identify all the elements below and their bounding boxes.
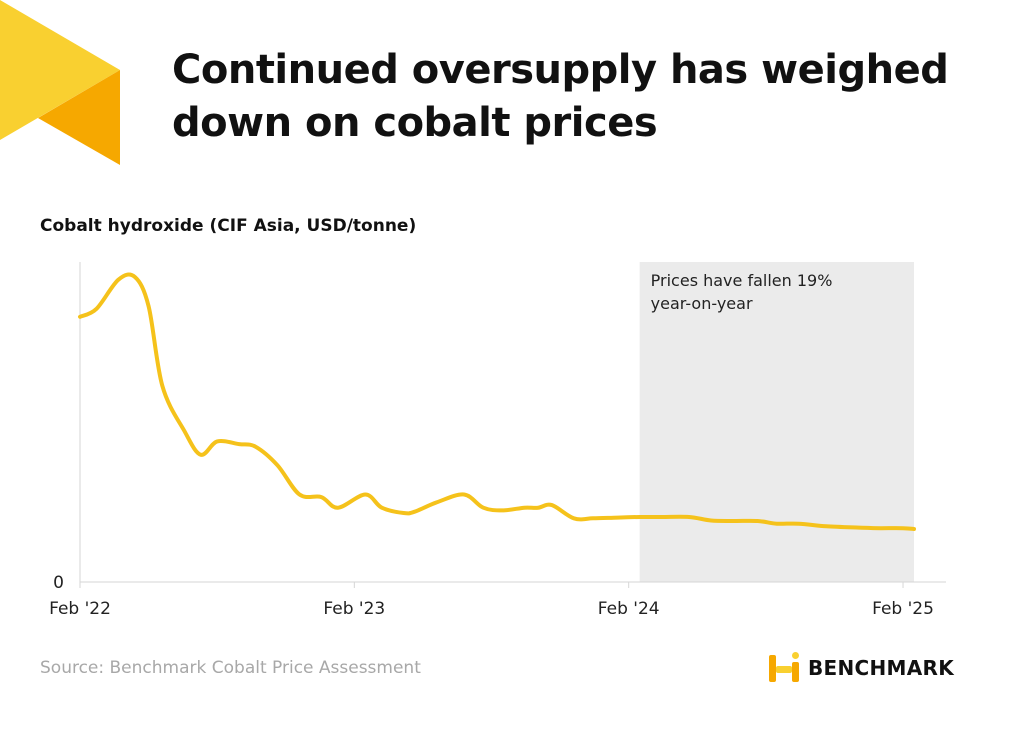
x-tick-label-feb-24: Feb '24 (598, 599, 660, 619)
y-tick-label-0: 0 (53, 573, 64, 593)
page-title: Continued oversupply has weighed down on… (172, 47, 949, 146)
decoration-triangle-light (0, 0, 120, 140)
x-tick-marks (79, 582, 904, 588)
chart-title: Cobalt hydroxide (CIF Asia, USD/tonne) (40, 216, 417, 236)
brand-name: BENCHMARK (808, 656, 955, 680)
price-series-line (78, 272, 916, 531)
line-chart: Prices have fallen 19% year-on-year 0 Fe… (49, 262, 946, 619)
brand-logo: BENCHMARK (766, 648, 954, 688)
x-tick-label-feb-22: Feb '22 (49, 599, 111, 619)
decoration-triangle-dark (38, 70, 120, 165)
highlight-label-line-1: Prices have fallen 19% (651, 271, 833, 290)
x-tick-label-feb-23: Feb '23 (323, 599, 385, 619)
corner-triangle-decoration (0, 0, 120, 165)
benchmark-logo-icon (769, 652, 799, 682)
x-tick-label-feb-25: Feb '25 (872, 599, 934, 619)
source-note: Source: Benchmark Cobalt Price Assessmen… (40, 658, 421, 678)
highlight-label-line-2: year-on-year (651, 294, 753, 313)
